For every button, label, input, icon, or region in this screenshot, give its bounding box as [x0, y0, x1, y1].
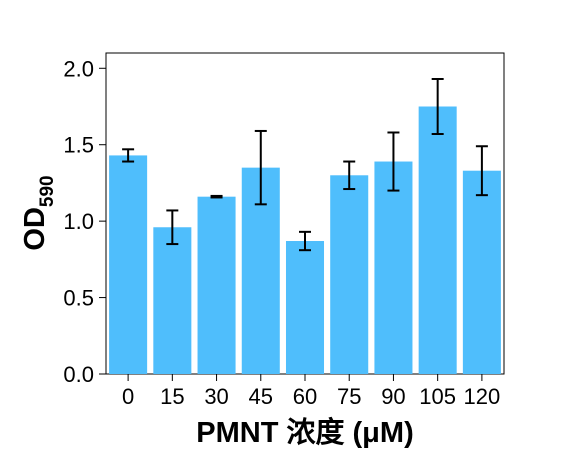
error-bar	[431, 77, 444, 136]
error-bar	[166, 209, 179, 246]
x-tick-label: 105	[419, 384, 456, 409]
error-bar	[343, 160, 356, 191]
error-bar	[387, 131, 400, 192]
y-tick-label: 1.5	[63, 133, 94, 158]
x-tick-label: 0	[122, 384, 134, 409]
error-bar	[299, 230, 311, 252]
x-tick-label: 60	[293, 384, 317, 409]
x-tick-label: 75	[337, 384, 361, 409]
bars-layer	[109, 106, 501, 374]
x-tick-label: 30	[204, 384, 228, 409]
y-tick-label: 2.0	[63, 56, 94, 81]
x-axis-title: PMNT 浓度 (μM)	[196, 416, 414, 449]
y-axis-title: OD590	[19, 175, 58, 250]
y-axis-title-subscript: 590	[37, 175, 58, 207]
y-axis-title-main: OD	[19, 207, 51, 251]
bar	[374, 161, 413, 374]
ticks-layer: 0.0 0.5 1.0 1.5 2.0 0 15 30 45 60 75 90 105 120	[63, 56, 500, 409]
error-bars-layer	[122, 77, 488, 252]
bar	[330, 175, 369, 374]
x-tick-label: 90	[381, 384, 405, 409]
bar	[418, 106, 457, 374]
y-tick-label: 0.0	[63, 362, 94, 387]
error-bar	[254, 129, 267, 206]
error-bar	[210, 194, 223, 199]
x-tick-label: 15	[160, 384, 184, 409]
bar	[109, 155, 148, 374]
error-bar	[475, 145, 488, 197]
y-tick-label: 1.0	[63, 209, 94, 234]
bar	[462, 170, 501, 374]
bar	[197, 196, 236, 374]
error-bar	[122, 148, 135, 163]
y-tick-label: 0.5	[63, 286, 94, 311]
x-tick-label: 120	[464, 384, 501, 409]
bar	[153, 227, 192, 374]
x-tick-label: 45	[249, 384, 273, 409]
bar	[285, 241, 325, 374]
